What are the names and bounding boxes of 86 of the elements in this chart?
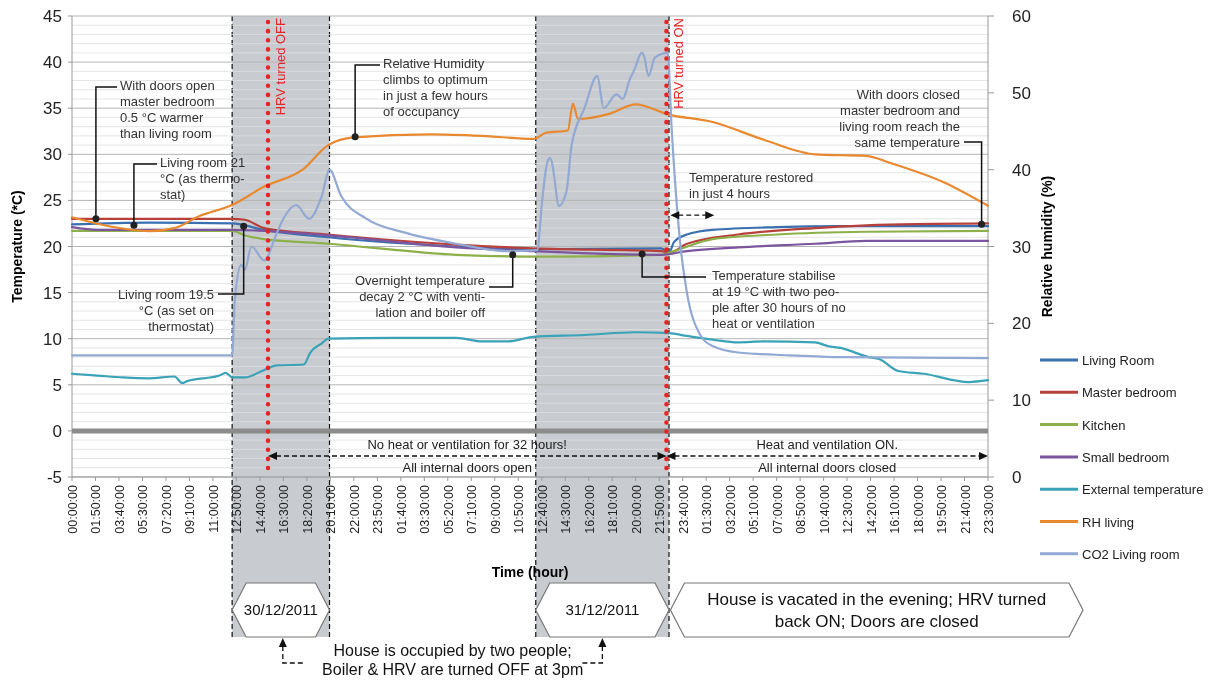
x-tick-label: 03:30:00	[418, 484, 433, 534]
x-tick-label: 10:50:00	[512, 484, 527, 534]
x-tick-label: 08:50:00	[794, 484, 809, 534]
y-tick-label: 25	[43, 191, 62, 211]
x-tick-label: 18:10:00	[606, 484, 621, 534]
y-tick-label: 20	[43, 237, 62, 257]
annotation: Heat and ventilation ON.	[756, 437, 899, 452]
x-tick-label: 12:40:00	[535, 484, 550, 534]
text: 30/12/2011	[243, 601, 318, 619]
y2-tick-label: 10	[1012, 391, 1031, 411]
x-tick-label: 03:40:00	[112, 484, 127, 534]
x-tick-label: 12:30:00	[841, 484, 856, 534]
x-tick-label: 10:40:00	[817, 484, 832, 534]
x-tick-label: 14:20:00	[864, 484, 879, 534]
y2-tick-label: 20	[1012, 314, 1031, 334]
x-tick-label: 07:10:00	[465, 484, 480, 534]
legend-label: Master bedroom	[1082, 385, 1177, 401]
x-tick-label: 05:20:00	[441, 484, 456, 534]
x-tick-label: 23:30:00	[982, 484, 996, 534]
legend-label: Living Room	[1082, 353, 1155, 368]
x-tick-label: 01:40:00	[394, 484, 409, 534]
y-tick-label: 10	[43, 329, 62, 349]
text: 31/12/2011	[565, 601, 640, 619]
annotation: No heat or ventilation for 32 hours!	[367, 437, 567, 452]
x-tick-label: 09:00:00	[488, 484, 503, 534]
y-tick-label: 0	[52, 421, 62, 441]
y-tick-label: 5	[52, 375, 62, 395]
x-tick-label: 05:10:00	[747, 484, 762, 534]
annotation: With doors closed master bedroom and living room reach the same temperature	[839, 87, 960, 150]
x-tick-label: 09:10:00	[183, 484, 198, 534]
y2-tick-label: 30	[1012, 237, 1031, 257]
x-tick-label: 23:40:00	[676, 484, 691, 534]
annotation: Living room 21 °C (as thermo-stat)	[160, 155, 246, 202]
annotation: With doors open master bedroom 0.5 °C warmer than living room	[120, 78, 215, 141]
legend-label: CO2 Living room	[1082, 546, 1180, 562]
y-tick-label: 30	[43, 145, 62, 165]
text: House is occupied by two people; Boiler & HRV are turned OFF at 3pm	[322, 642, 584, 678]
annotation: Relative Humidity climbs to optimum in just a few hours of occupancy	[383, 56, 489, 119]
x-tick-label: 11:00:00	[206, 484, 221, 533]
ref-line-label: HRV turned OFF	[273, 17, 289, 116]
annotation: All internal doors closed	[758, 460, 897, 475]
x-tick-label: 21:40:00	[958, 484, 973, 534]
legend-label: External temperature	[1082, 482, 1204, 498]
annotation: Living room 19.5 °C (as set on thermostat)	[117, 287, 214, 334]
y2-axis-title: Relative humidity (%)	[1039, 175, 1055, 318]
x-tick-label: 14:30:00	[559, 484, 574, 534]
annotation: Temperature restored in just 4 hours	[689, 170, 814, 201]
y-tick-label: -5	[46, 468, 62, 487]
x-tick-label: 22:00:00	[347, 484, 362, 534]
y-tick-label: 35	[43, 99, 62, 119]
x-tick-label: 21:50:00	[653, 484, 668, 534]
x-tick-label: 20:10:00	[324, 484, 339, 534]
x-tick-label: 01:50:00	[89, 484, 104, 534]
x-axis-title: Time (hour)	[491, 564, 569, 580]
x-tick-label: 07:00:00	[770, 484, 785, 534]
y2-tick-label: 50	[1012, 83, 1031, 103]
x-tick-label: 01:30:00	[700, 484, 715, 534]
x-tick-label: 03:20:00	[723, 484, 738, 534]
y-tick-label: 45	[43, 7, 62, 26]
y2-tick-label: 40	[1012, 160, 1031, 180]
x-tick-label: 18:20:00	[300, 484, 315, 534]
legend-label: Kitchen	[1082, 417, 1126, 433]
x-tick-label: 16:30:00	[277, 484, 292, 534]
x-tick-label: 20:00:00	[629, 484, 644, 534]
annotation: Overnight temperature decay 2 °C with venti-lation and boiler off	[354, 273, 486, 320]
x-tick-label: 07:20:00	[159, 484, 174, 534]
x-tick-label: 16:10:00	[888, 484, 903, 534]
y-tick-label: 40	[43, 53, 62, 73]
x-tick-label: 16:20:00	[582, 484, 597, 534]
legend-label: RH living	[1082, 514, 1135, 530]
annotation: Temperature stabilise at 19 °C with two peo-ple after 30 hours of no heat or ventilation	[712, 268, 846, 331]
y-axis-title: Temperature (*C)	[9, 190, 25, 303]
y-tick-label: 15	[43, 283, 62, 303]
y2-tick-label: 0	[1012, 468, 1022, 487]
x-tick-label: 23:50:00	[371, 484, 386, 534]
ref-line-label: HRV turned ON	[671, 18, 687, 109]
x-tick-label: 14:40:00	[253, 484, 268, 534]
legend-label: Small bedroom	[1082, 449, 1170, 465]
text: House is vacated in the evening; HRV turned back ON; Doors are closed	[707, 589, 1047, 631]
x-tick-label: 00:00:00	[66, 484, 80, 534]
x-tick-label: 12:50:00	[230, 484, 245, 534]
x-tick-label: 18:00:00	[911, 484, 926, 534]
annotation: All internal doors open	[402, 460, 532, 475]
x-tick-label: 19:50:00	[935, 484, 950, 534]
x-tick-label: 05:30:00	[136, 484, 151, 534]
y2-tick-label: 60	[1012, 7, 1031, 26]
